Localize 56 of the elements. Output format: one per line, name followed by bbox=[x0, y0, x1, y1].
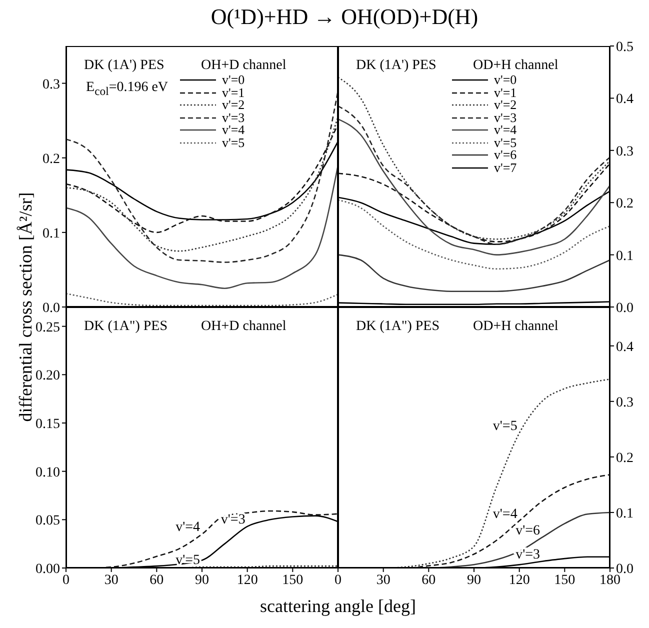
x-axis-title: scattering angle [deg] bbox=[259, 596, 417, 617]
line-series bbox=[338, 76, 610, 240]
annotation: OD+H channel bbox=[473, 319, 558, 335]
y-tick-label: 0.2 bbox=[42, 152, 60, 167]
series-label: v'=4 bbox=[492, 506, 518, 522]
x-tick-label: 90 bbox=[195, 572, 209, 588]
annotation: OH+D channel bbox=[201, 58, 286, 74]
y-tick-label: 0.2 bbox=[616, 196, 634, 212]
series-label: v'=4 bbox=[176, 520, 200, 536]
series-label: v'=5 bbox=[492, 419, 518, 434]
y-tick-label: 0.1 bbox=[616, 506, 634, 522]
y-tick-label: 0.25 bbox=[36, 320, 60, 336]
y-tick-label: 0.4 bbox=[616, 92, 634, 108]
y-tick-label: 0.5 bbox=[616, 40, 634, 55]
x-tick-label: 120 bbox=[236, 572, 258, 588]
annotation: DK (1A") PES bbox=[84, 319, 168, 335]
line-series bbox=[338, 199, 610, 270]
y-tick-label: 0.3 bbox=[616, 395, 634, 410]
y-tick-label: 0.1 bbox=[616, 248, 634, 264]
y-tick-label: 0.3 bbox=[616, 144, 634, 160]
x-tick-label: 0 bbox=[62, 572, 70, 588]
x-tick-label: 30 bbox=[376, 572, 390, 588]
x-tick-label: 60 bbox=[150, 572, 164, 588]
x-tick-label: 180 bbox=[600, 572, 620, 588]
y-axis-title: differential cross section [Å²/sr] bbox=[16, 192, 36, 422]
x-tick-label: 60 bbox=[422, 572, 436, 588]
annotation: DK (1A') PES bbox=[356, 58, 436, 74]
annotation: DK (1A") PES bbox=[356, 319, 440, 335]
x-tick-label: 30 bbox=[104, 572, 118, 588]
series-label: v'=3 bbox=[220, 512, 246, 528]
annotation: DK (1A') PES bbox=[84, 58, 164, 74]
series-label: v'=6 bbox=[516, 523, 540, 538]
annotation: OD+H channel bbox=[473, 58, 558, 74]
chart-title: O(¹D)+HD → OH(OD)+D(H) bbox=[210, 4, 480, 30]
x-tick-label: 0 bbox=[334, 572, 342, 588]
y-tick-label: 0.20 bbox=[36, 368, 60, 384]
line-series bbox=[338, 254, 610, 292]
y-tick-label: 0.15 bbox=[36, 416, 60, 432]
series-label: v'=3 bbox=[516, 547, 540, 562]
annotation: E$_{col}$=0.196 eV bbox=[86, 80, 168, 98]
line-series bbox=[66, 292, 338, 306]
y-tick-label: 0.2 bbox=[616, 450, 634, 466]
y-tick-label: 0.4 bbox=[616, 340, 634, 355]
y-tick-label: 0.10 bbox=[36, 465, 60, 480]
line-series bbox=[338, 162, 610, 242]
y-tick-label: 0.00 bbox=[36, 562, 60, 577]
x-tick-label: 150 bbox=[282, 572, 304, 588]
x-tick-label: 90 bbox=[467, 572, 481, 588]
annotation: OH+D channel bbox=[201, 319, 286, 335]
y-tick-label: 0.05 bbox=[36, 514, 60, 529]
x-tick-label: 120 bbox=[508, 572, 530, 588]
y-tick-label: 0.1 bbox=[42, 226, 60, 242]
x-tick-label: 150 bbox=[554, 572, 576, 588]
y-tick-label: 0.0 bbox=[616, 300, 634, 316]
y-tick-label: 0.0 bbox=[42, 300, 60, 316]
y-tick-label: 0.3 bbox=[42, 77, 60, 92]
